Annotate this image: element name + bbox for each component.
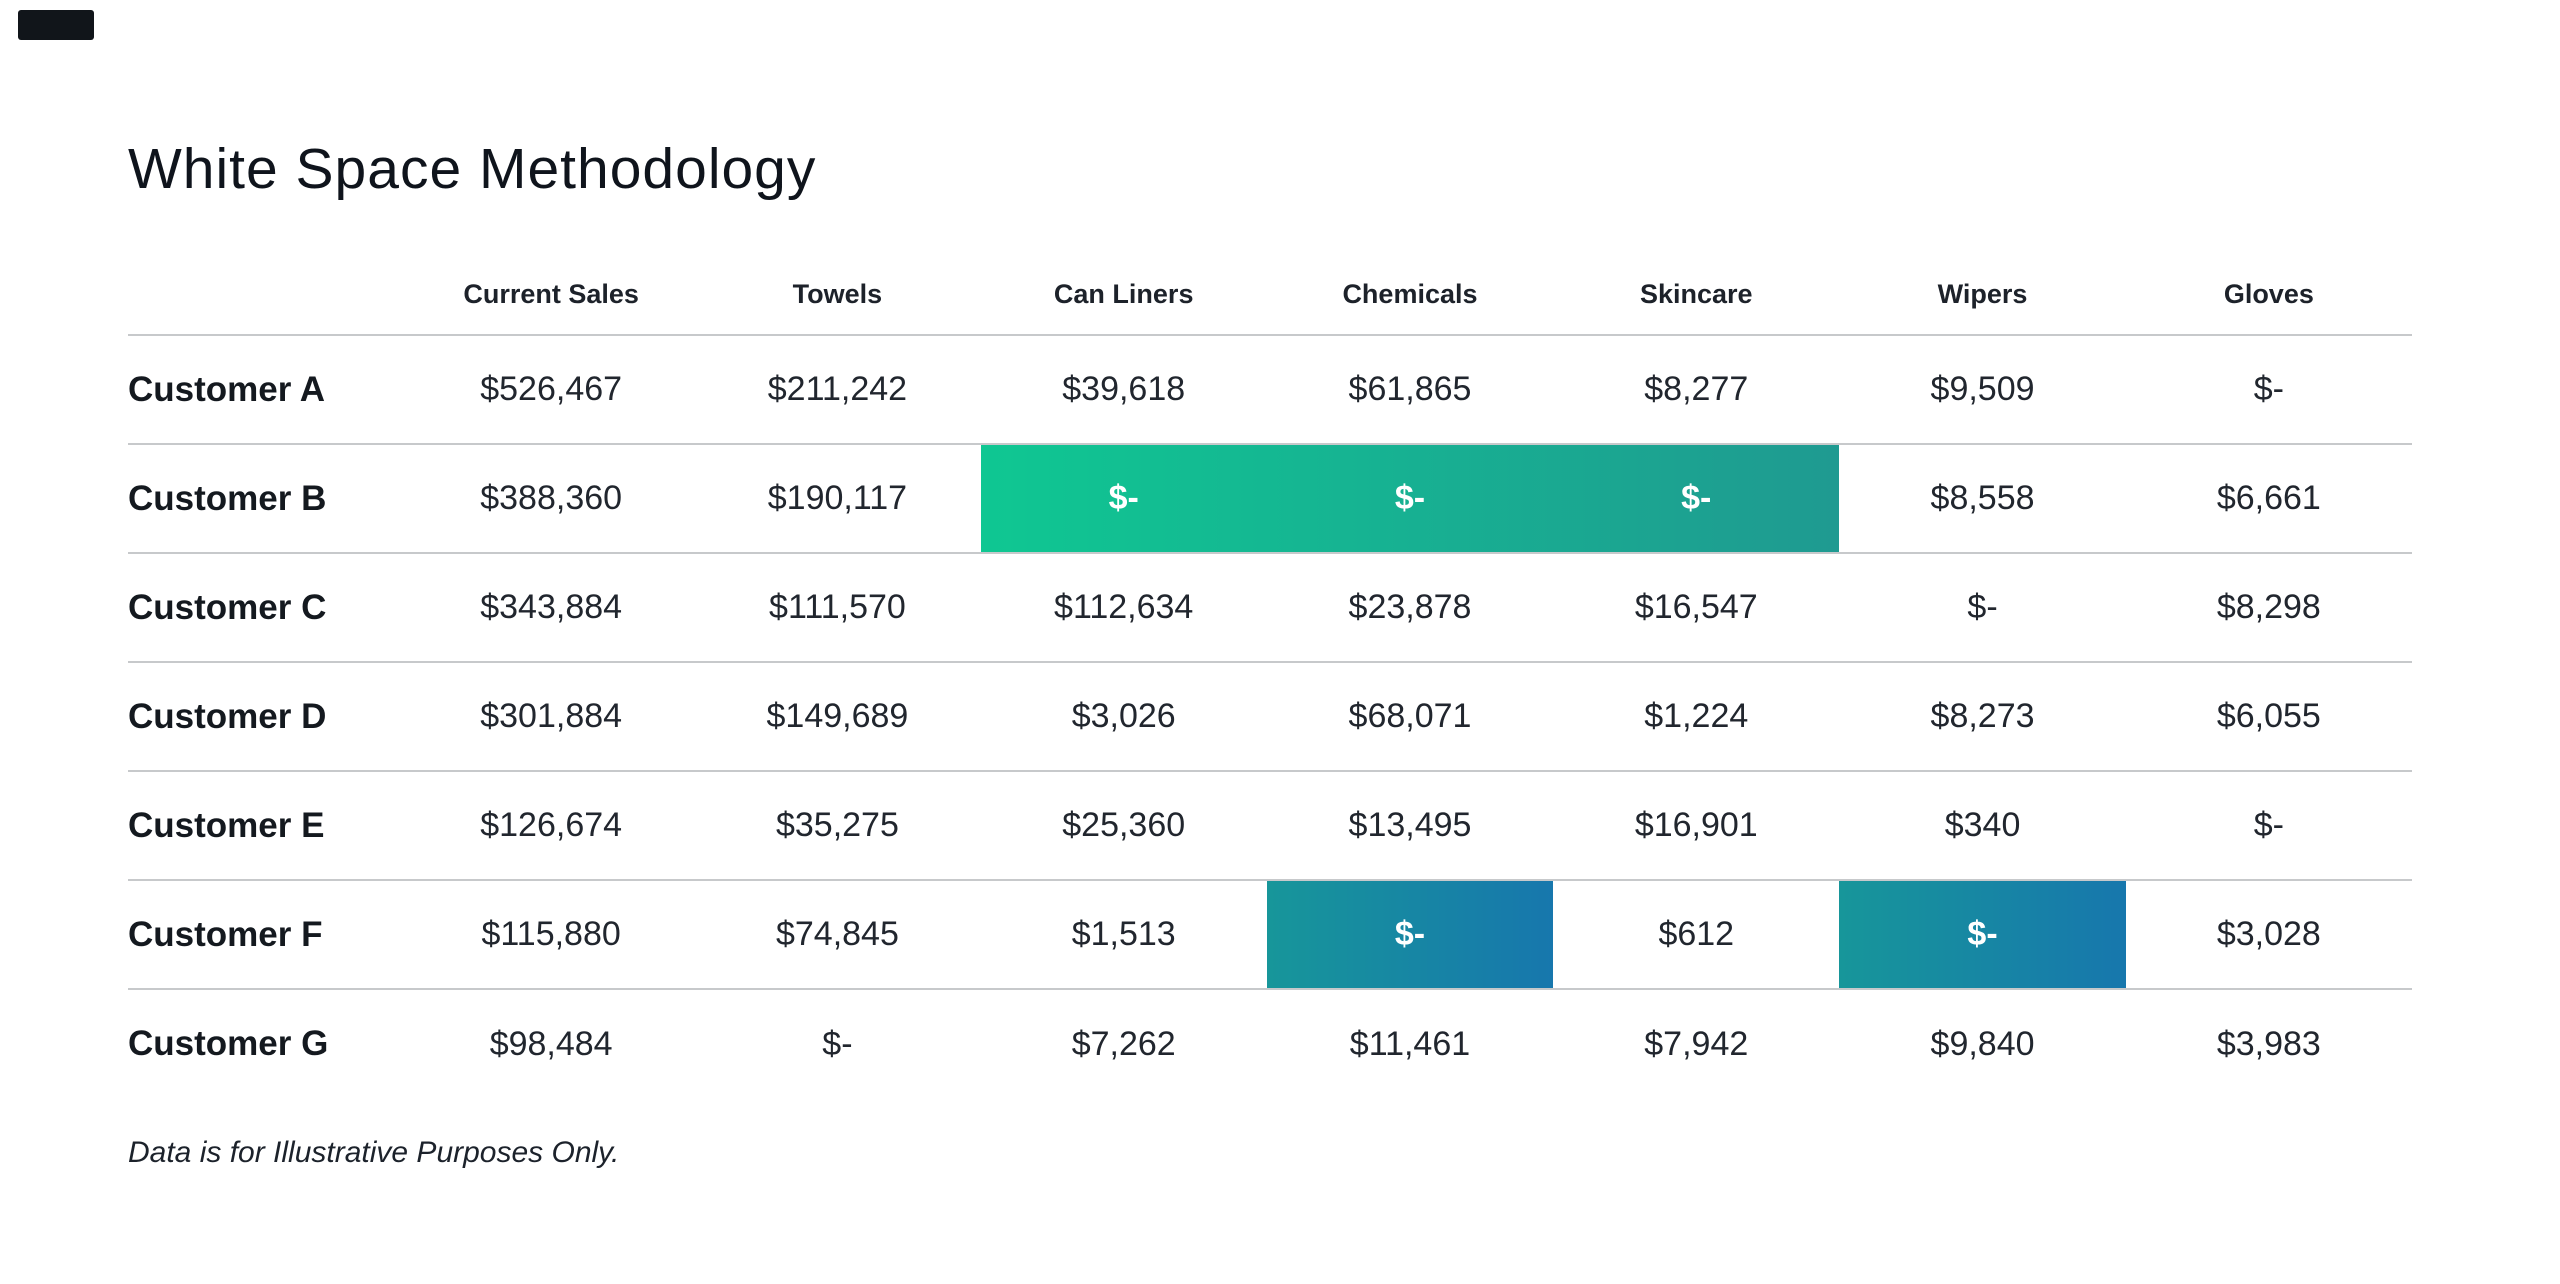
white-space-table: Current Sales Towels Can Liners Chemicals Sk…	[128, 239, 2412, 1098]
table-cell: $6,055	[2125, 662, 2412, 773]
table-row: Customer D $301,884 $149,689 $3,026 $68,071 $…	[128, 662, 2412, 773]
white-space-opportunity-cell-blue: $-	[1839, 880, 2126, 991]
white-space-opportunity-cell-green: $-	[1266, 444, 1554, 555]
page-title: White Space Methodology	[128, 137, 817, 201]
table-cell: $23,878	[1266, 553, 1554, 664]
column-header: Current Sales	[408, 239, 695, 337]
table-cell: $61,865	[1266, 335, 1554, 446]
column-header: Skincare	[1553, 239, 1840, 337]
table-cell: $7,262	[1071, 1024, 1176, 1063]
row-label: Customer D	[128, 662, 408, 773]
row-label: Customer B	[128, 444, 408, 555]
column-header: Chemicals	[1266, 239, 1554, 337]
table-cell: $25,360	[980, 771, 1267, 882]
table-row: Customer B $388,360 $190,117 $- $- $- $8,558 $6…	[128, 444, 2412, 555]
table-cell: $11,461	[1349, 1024, 1471, 1063]
table-row: Customer E $126,674 $35,275 $25,360 $13,495 $…	[128, 771, 2412, 882]
table-cell: $68,071	[1266, 662, 1554, 773]
row-label: Customer E	[128, 771, 408, 882]
table-cell: $35,275	[694, 771, 981, 882]
column-header: Towels	[694, 239, 981, 337]
table-cell: $1,513	[980, 880, 1267, 991]
table-cell: $8,558	[1839, 444, 2126, 555]
table-cell: $190,117	[694, 444, 981, 555]
table-header-row: Current Sales Towels Can Liners Chemicals Sk…	[128, 239, 2412, 337]
table-cell: $98,484	[489, 1024, 613, 1063]
table-cell: $340	[1839, 771, 2126, 882]
table-row: Customer C $343,884 $111,570 $112,634 $23,87…	[128, 553, 2412, 664]
corner-logo-mark	[18, 10, 94, 40]
table-body: Customer A $526,467 $211,242 $39,618 $61,865…	[128, 335, 2412, 1098]
table-cell: $149,689	[694, 662, 981, 773]
table-cell: $1,224	[1553, 662, 1840, 773]
row-label: Customer F	[128, 880, 408, 991]
table-cell: $8,277	[1553, 335, 1840, 446]
table-cell: $-	[822, 1024, 853, 1063]
table-row: Customer G $98,484 $- $7,262 $11,461 $7,942 $9…	[128, 989, 2412, 1098]
table-cell: $9,840	[1930, 1024, 2035, 1063]
column-header: Gloves	[2125, 239, 2412, 337]
table-row: Customer A $526,467 $211,242 $39,618 $61,865…	[128, 335, 2412, 446]
table-cell: $526,467	[408, 335, 695, 446]
table-cell: $6,661	[2125, 444, 2412, 555]
table-cell: $211,242	[694, 335, 981, 446]
table-cell: $3,028	[2125, 880, 2412, 991]
table-cell: $3,983	[2216, 1024, 2321, 1063]
table-cell: $9,509	[1839, 335, 2126, 446]
column-header: Can Liners	[980, 239, 1267, 337]
table-cell: $301,884	[408, 662, 695, 773]
table-cell: $112,634	[980, 553, 1267, 664]
row-label: Customer G	[128, 1024, 329, 1064]
table-cell: $-	[1839, 553, 2126, 664]
white-space-opportunity-cell-green: $-	[1553, 444, 1840, 555]
table-row: Customer F $115,880 $74,845 $1,513 $- $612 $- $…	[128, 880, 2412, 991]
white-space-opportunity-cell-green: $-	[980, 444, 1267, 555]
table-cell: $16,547	[1553, 553, 1840, 664]
table-cell: $7,942	[1644, 1024, 1749, 1063]
table-cell: $111,570	[694, 553, 981, 664]
table-cell: $8,298	[2125, 553, 2412, 664]
table-cell: $3,026	[980, 662, 1267, 773]
white-space-opportunity-cell-blue: $-	[1266, 880, 1554, 991]
row-label: Customer A	[128, 335, 408, 446]
table-cell: $16,901	[1553, 771, 1840, 882]
table-cell: $-	[2125, 771, 2412, 882]
column-header: Wipers	[1839, 239, 2126, 337]
table-cell: $115,880	[408, 880, 695, 991]
table-cell: $13,495	[1266, 771, 1554, 882]
table-cell: $39,618	[980, 335, 1267, 446]
table-cell: $388,360	[408, 444, 695, 555]
table-cell: $343,884	[408, 553, 695, 664]
table-cell: $8,273	[1839, 662, 2126, 773]
table-cell: $74,845	[694, 880, 981, 991]
table-cell: $-	[2125, 335, 2412, 446]
table-cell: $612	[1553, 880, 1840, 991]
corner-header-cell	[128, 239, 408, 337]
footnote: Data is for Illustrative Purposes Only.	[128, 1136, 620, 1170]
table-cell: $126,674	[408, 771, 695, 882]
row-label: Customer C	[128, 553, 408, 664]
